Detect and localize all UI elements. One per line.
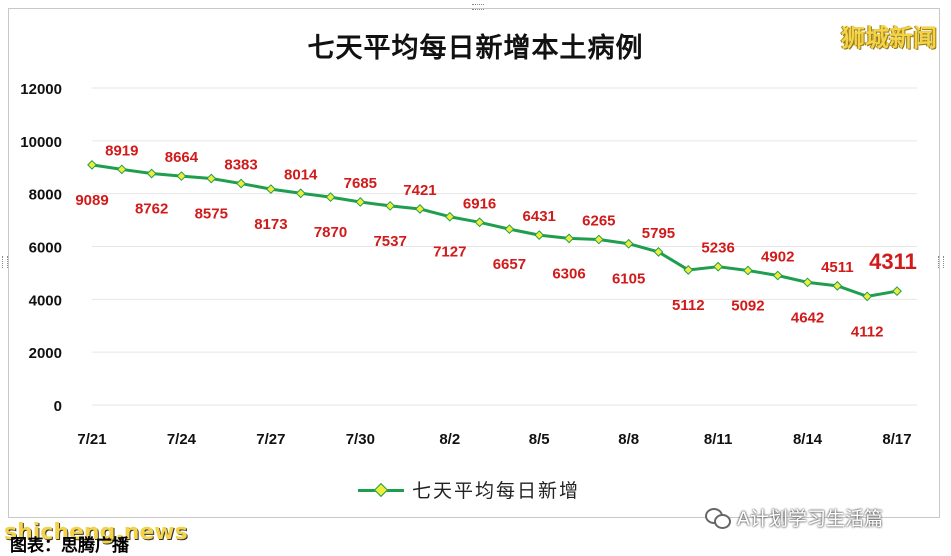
x-tick-label: 7/30: [346, 431, 375, 448]
y-tick-label: 6000: [29, 240, 62, 257]
y-tick-label: 8000: [29, 187, 62, 204]
data-label: 5112: [672, 297, 705, 314]
data-point: [176, 171, 187, 182]
data-point: [415, 204, 425, 214]
data-label: 6306: [552, 265, 585, 282]
x-tick-label: 8/5: [529, 431, 550, 448]
data-point: [116, 164, 127, 175]
data-label: 7421: [403, 182, 436, 199]
data-label: 4642: [791, 309, 824, 326]
data-point: [713, 261, 724, 272]
data-label: 9089: [75, 192, 108, 209]
data-point: [236, 178, 246, 189]
data-label: 4112: [851, 323, 884, 340]
data-label: 6265: [582, 212, 615, 229]
data-point: [743, 265, 753, 276]
data-label: 7537: [373, 233, 406, 250]
data-label: 8014: [284, 166, 318, 183]
data-point: [504, 224, 515, 235]
data-point: [623, 238, 634, 249]
x-tick-label: 8/8: [618, 431, 639, 448]
data-label: 8919: [105, 142, 138, 159]
x-tick-label: 7/24: [167, 431, 197, 448]
data-label: 5236: [701, 240, 734, 257]
data-label: 7685: [344, 175, 377, 192]
y-tick-label: 2000: [29, 345, 62, 362]
data-label: 4311: [869, 249, 917, 274]
chart-title: 七天平均每日新增本土病例: [307, 33, 644, 64]
data-point: [862, 291, 873, 302]
x-tick-label: 8/11: [704, 431, 732, 448]
data-point: [683, 265, 694, 275]
data-point: [146, 168, 157, 179]
resize-handle-top[interactable]: [472, 4, 484, 10]
data-point: [385, 200, 396, 211]
data-point: [325, 192, 336, 203]
data-point: [444, 211, 455, 222]
data-point: [295, 188, 306, 199]
x-tick-label: 8/2: [439, 431, 460, 448]
y-tick-label: 10000: [20, 134, 62, 151]
series-line: [91, 163, 898, 298]
wechat-label: A计划学习生活篇: [737, 508, 883, 530]
x-tick-label: 7/21: [77, 431, 106, 448]
data-point: [564, 233, 574, 244]
data-point: [593, 234, 604, 245]
legend-label: 七天平均每日新增: [412, 480, 581, 502]
data-label: 6105: [612, 271, 645, 288]
data-point: [474, 217, 485, 228]
data-label: 6657: [493, 256, 526, 273]
y-tick-label: 4000: [29, 292, 62, 309]
data-label: 8762: [135, 201, 168, 218]
data-label: 5795: [642, 225, 675, 242]
data-label: 4511: [821, 259, 854, 276]
data-point: [772, 270, 783, 281]
data-point: [87, 159, 97, 170]
x-tick-label: 8/17: [882, 431, 911, 448]
chart-frame: [8, 8, 940, 518]
data-label: 8575: [195, 205, 228, 222]
data-label: 7870: [314, 224, 347, 241]
x-tick-label: 7/27: [256, 431, 285, 448]
resize-handle-left[interactable]: [2, 256, 8, 268]
data-point: [534, 230, 545, 241]
data-point: [355, 197, 366, 207]
data-point: [892, 286, 902, 297]
data-label: 8383: [224, 157, 257, 174]
brand-logo: 狮城新闻: [841, 24, 937, 52]
data-label: 6916: [463, 195, 496, 212]
y-tick-label: 12000: [20, 81, 62, 98]
y-tick-label: 0: [54, 398, 62, 415]
data-point: [653, 247, 664, 257]
resize-handle-right[interactable]: [938, 256, 944, 268]
wechat-icon: [705, 507, 731, 529]
data-label: 8664: [165, 149, 199, 166]
wechat-watermark: A计划学习生活篇: [705, 504, 883, 531]
data-point: [265, 184, 276, 195]
data-label: 4902: [761, 249, 794, 266]
data-label: 5092: [731, 297, 764, 314]
legend: 七天平均每日新增: [358, 476, 580, 503]
image-caption: 图表：思腾广播: [10, 536, 129, 556]
data-label: 6431: [523, 208, 556, 225]
data-point: [206, 173, 217, 184]
data-point: [832, 280, 843, 291]
site-watermark: shicheng.news: [4, 520, 188, 545]
x-tick-label: 8/14: [793, 431, 823, 448]
data-label: 7127: [433, 244, 466, 261]
data-label: 8173: [254, 216, 287, 233]
legend-swatch: [358, 481, 404, 499]
data-point: [802, 277, 813, 288]
